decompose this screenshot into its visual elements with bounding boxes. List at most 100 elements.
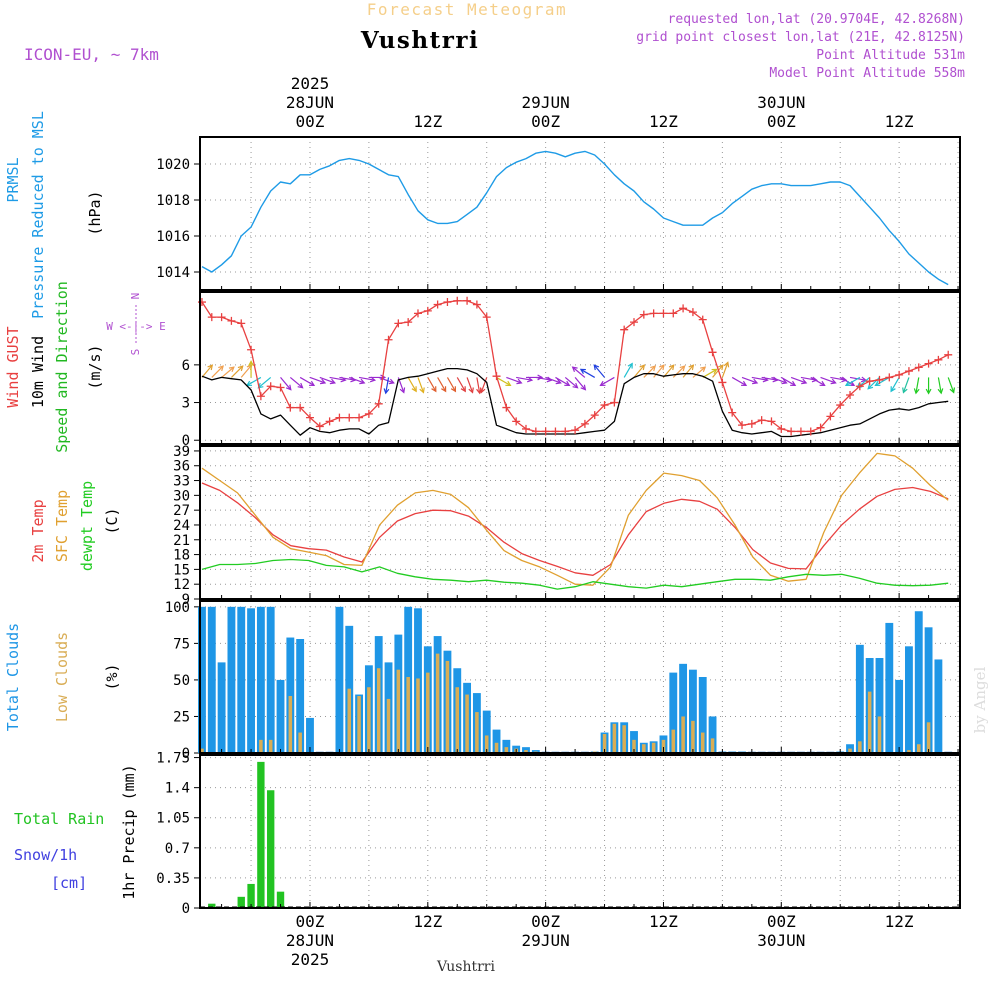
low-cloud-bar (435, 653, 440, 753)
wind-arrow-head (388, 378, 395, 385)
wind-arrow-head (801, 378, 808, 385)
wind-arrow (845, 376, 861, 386)
pressure-label-long: Pressure Reduced to MSL (29, 111, 47, 319)
pressure-border (199, 136, 961, 291)
bottom-time-label: 2025 (291, 950, 330, 969)
low-cloud-bar (848, 748, 852, 753)
clouds-ytick-label: 25 (173, 709, 190, 725)
gust-point (649, 309, 658, 318)
low-cloud-bar (426, 672, 430, 753)
low-cloud-bar (200, 748, 204, 753)
gust-point (512, 417, 521, 426)
wind-arrow (258, 376, 272, 389)
gust-point (620, 325, 629, 334)
total-cloud-bar (885, 622, 894, 753)
wind-arrow-head (329, 378, 337, 385)
gust-point (541, 427, 550, 436)
wind-arrow-head (450, 386, 457, 393)
wind-arrow-head (359, 378, 366, 385)
wind-arrow (574, 377, 586, 391)
wind-arrow (437, 377, 447, 392)
requested-coordinates: requested lon,lat (20.9704E, 42.8268N) (668, 12, 965, 27)
total-cloud-bar (276, 679, 285, 753)
gust-point (374, 399, 383, 408)
low-cloud-bar (416, 678, 420, 753)
dewpt-line (201, 558, 949, 590)
rain-bar (267, 790, 275, 908)
bottom-location-label: Vushtrri (436, 959, 495, 975)
low-cloud-bar (396, 669, 401, 753)
pressure-label: PRMSL (4, 157, 22, 202)
bottom-time-label: 00Z (296, 912, 325, 931)
low-cloud-bar (475, 712, 479, 753)
bottom-time-label: 12Z (649, 912, 678, 931)
gust-point (885, 373, 894, 382)
gust-point (718, 378, 727, 387)
low-clouds-label: Low Clouds (53, 632, 71, 722)
gust-point (482, 313, 491, 322)
wind-arrow (600, 376, 615, 386)
wind-arrow-head (659, 364, 665, 371)
gust-point (355, 413, 364, 422)
sfc-temp-line (201, 452, 949, 586)
wind-arrow-head (572, 382, 579, 389)
temperature-unit: (C) (103, 507, 121, 534)
gust-point (924, 359, 933, 368)
low-cloud-bar (700, 732, 705, 753)
total-cloud-bar (895, 679, 904, 753)
wind-arrow (572, 366, 586, 378)
temperature-border (199, 445, 961, 600)
total-cloud-bar (905, 646, 913, 753)
wind-arrow-head (460, 386, 466, 393)
gust-point (531, 427, 540, 436)
total-cloud-bar (875, 658, 884, 753)
wind-arrow-head (580, 384, 587, 391)
wind-arrow-head (599, 380, 606, 387)
wind-arrow-head (723, 361, 730, 368)
gust-point (944, 350, 953, 359)
wind-arrow-head (419, 387, 425, 394)
gust-point (256, 392, 265, 401)
low-cloud-bar (347, 688, 352, 753)
wind-arrow (580, 368, 596, 378)
wind-arrow (555, 376, 570, 386)
clouds-unit: (%) (103, 663, 121, 690)
model-label: ICON-EU, ~ 7km (24, 45, 159, 64)
low-cloud-bar (288, 696, 293, 753)
gust-point (757, 416, 766, 425)
top-time-label: 00Z (296, 112, 325, 131)
clouds-ytick-label: 75 (173, 636, 190, 652)
wind-arrow (623, 363, 633, 378)
pressure-ytick-label: 1018 (156, 193, 190, 209)
wind-arrow-head (867, 383, 874, 390)
wind-arrow-head (668, 364, 675, 371)
temperature-ytick-label: 39 (173, 444, 190, 460)
pressure-ytick-label: 1016 (156, 229, 190, 245)
total-cloud-bar (934, 659, 943, 753)
wind-arrow-head (369, 376, 377, 383)
clouds-ytick-label: 0 (182, 746, 190, 762)
pressure-panel: 1014 1016 1018 1020 (156, 136, 961, 291)
wind-panel: 0 3 6 (182, 291, 961, 449)
wind-arrow-head (627, 362, 633, 369)
gust-point (472, 300, 481, 309)
wind-label: 10m Wind (29, 336, 47, 408)
gust-point (895, 370, 904, 379)
gust-point (413, 309, 422, 318)
wind-arrow (221, 366, 235, 378)
low-cloud-bar (406, 677, 410, 753)
gust-point (855, 382, 864, 391)
wind-arrow (839, 376, 855, 386)
wind-ytick-label: 6 (182, 358, 190, 374)
rain-label: Total Rain (14, 810, 104, 828)
gust-point (384, 335, 393, 344)
wind-arrow (476, 377, 481, 394)
gust-point (639, 310, 648, 319)
gust-point (836, 401, 845, 410)
compass-south: S (129, 349, 142, 356)
gust-point (767, 417, 776, 426)
gust-point (865, 377, 874, 386)
wind-arrow-head (819, 380, 826, 387)
wind-arrow (427, 377, 437, 392)
rain-bar (208, 903, 216, 908)
